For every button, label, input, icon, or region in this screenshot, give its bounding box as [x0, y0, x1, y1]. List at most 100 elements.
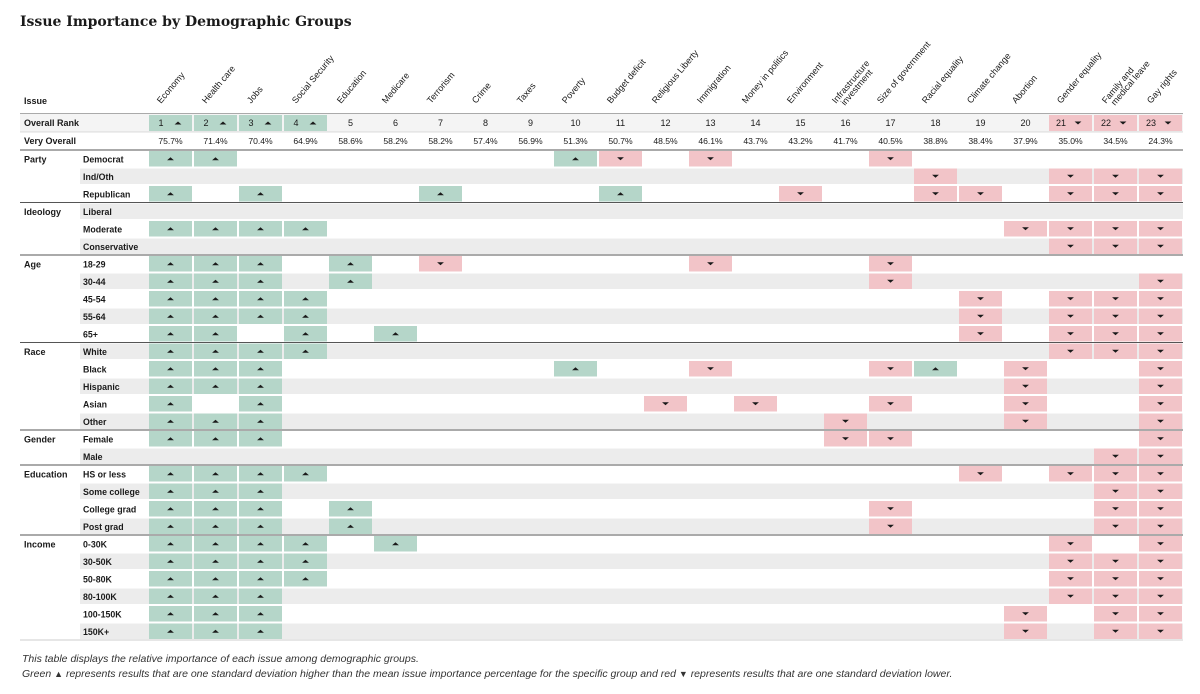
very-overall-value-12: 48.5%	[653, 136, 678, 146]
chart-notes: This table displays the relative importa…	[22, 652, 952, 682]
issue-header-11: Budget deficit	[605, 57, 648, 106]
row-label-45-54: 45-54	[83, 295, 106, 305]
very-overall-value-18: 38.8%	[923, 136, 948, 146]
rank-cell-3	[239, 115, 282, 131]
down-mark	[1112, 612, 1119, 616]
up-mark	[212, 542, 219, 546]
rank-value-11: 11	[616, 118, 625, 128]
issue-header-6: Medicare	[380, 71, 411, 106]
very-overall-value-5: 58.6%	[338, 136, 363, 146]
very-overall-value-9: 56.9%	[518, 136, 543, 146]
rank-mark-23	[1164, 121, 1172, 125]
row-label-80-100k: 80-100K	[83, 592, 117, 602]
up-mark	[257, 507, 264, 511]
row-label-30-44: 30-44	[83, 277, 106, 287]
row-label-ind-oth: Ind/Oth	[83, 172, 114, 182]
rank-value-1: 1	[158, 118, 163, 128]
up-mark	[257, 612, 264, 616]
down-mark	[887, 279, 894, 283]
rank-value-5: 5	[348, 118, 353, 128]
row-band	[80, 238, 1183, 254]
down-mark	[1157, 612, 1164, 616]
down-mark	[1022, 629, 1029, 633]
rank-mark-22	[1119, 121, 1127, 125]
very-overall-value-14: 43.7%	[743, 136, 768, 146]
down-mark	[1112, 244, 1119, 248]
down-mark	[1112, 227, 1119, 231]
issue-header-14: Money in politics	[740, 48, 791, 106]
rank-cell-2	[194, 115, 237, 131]
note-middle-text: represents results that are one standard…	[65, 668, 676, 680]
down-mark	[977, 297, 984, 301]
down-mark	[707, 157, 714, 161]
up-mark	[167, 419, 174, 423]
rank-value-20: 20	[1020, 118, 1030, 128]
very-overall-value-15: 43.2%	[788, 136, 813, 146]
row-label-black: Black	[83, 365, 107, 375]
up-mark	[212, 507, 219, 511]
down-mark	[977, 472, 984, 476]
issue-header-7: Terrorism	[425, 70, 457, 105]
up-mark	[572, 157, 579, 161]
note-green-word: Green	[22, 668, 52, 680]
rank-value-6: 6	[393, 118, 398, 128]
up-mark	[212, 349, 219, 353]
up-mark	[167, 192, 174, 196]
down-mark	[1157, 227, 1164, 231]
down-mark	[1112, 454, 1119, 458]
issue-header-19: Climate change	[965, 51, 1013, 105]
down-mark	[1157, 454, 1164, 458]
down-mark	[1112, 349, 1119, 353]
down-mark	[1112, 314, 1119, 318]
up-mark	[302, 297, 309, 301]
down-mark	[842, 437, 849, 441]
down-mark	[1157, 314, 1164, 318]
up-mark	[167, 367, 174, 371]
up-mark	[257, 472, 264, 476]
issue-header-5: Education	[335, 68, 368, 105]
down-mark	[1112, 577, 1119, 581]
group-label-ideology: Ideology	[24, 207, 61, 217]
very-overall-value-11: 50.7%	[608, 136, 633, 146]
rank-mark-4	[309, 121, 317, 125]
very-overall-row-bg	[20, 132, 1183, 150]
down-mark	[1067, 577, 1074, 581]
issue-header-12: Religious Liberty	[650, 48, 701, 106]
up-mark	[167, 384, 174, 388]
rank-value-19: 19	[975, 118, 985, 128]
up-mark	[302, 332, 309, 336]
issue-header-9: Taxes	[515, 80, 538, 105]
up-mark	[302, 227, 309, 231]
up-mark	[167, 297, 174, 301]
up-mark	[257, 192, 264, 196]
rank-mark-2	[219, 121, 227, 125]
issue-header-3: Jobs	[245, 84, 265, 105]
very-overall-value-7: 58.2%	[428, 136, 453, 146]
down-mark	[1157, 472, 1164, 476]
down-mark	[1067, 594, 1074, 598]
rank-value-23: 23	[1146, 118, 1156, 128]
down-mark	[1157, 297, 1164, 301]
up-mark	[167, 262, 174, 266]
down-mark	[617, 157, 624, 161]
up-mark	[302, 472, 309, 476]
very-overall-value-4: 64.9%	[293, 136, 318, 146]
down-mark	[662, 402, 669, 406]
rank-cell-4	[284, 115, 327, 131]
down-mark	[1067, 244, 1074, 248]
down-mark	[1112, 472, 1119, 476]
down-mark	[1067, 227, 1074, 231]
up-mark	[212, 227, 219, 231]
down-mark	[1067, 349, 1074, 353]
down-mark	[1157, 559, 1164, 563]
up-mark	[167, 314, 174, 318]
rank-mark-21	[1074, 121, 1082, 125]
row-label-55-64: 55-64	[83, 312, 106, 322]
down-mark	[1112, 332, 1119, 336]
rank-value-3: 3	[248, 118, 253, 128]
very-overall-label: Very Overall	[24, 136, 76, 146]
up-mark	[257, 629, 264, 633]
down-mark	[1157, 367, 1164, 371]
up-mark	[572, 367, 579, 371]
down-mark	[1157, 244, 1164, 248]
